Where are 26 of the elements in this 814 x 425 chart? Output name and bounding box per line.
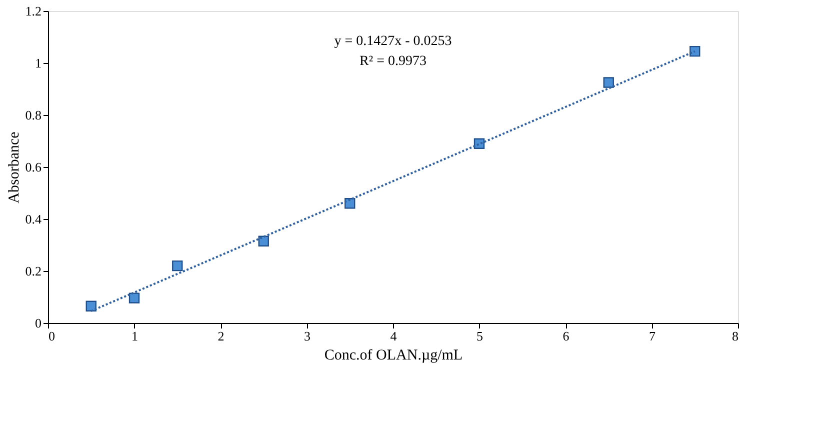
y-tick-label: 1.2 (25, 4, 42, 18)
x-tick-label: 6 (562, 328, 570, 344)
y-tick-label: 0 (35, 316, 42, 330)
y-tick-label: 0.2 (25, 264, 42, 278)
point (172, 260, 183, 272)
point (86, 300, 96, 312)
point (258, 236, 269, 246)
annotation: y = 0.1427x - 0.0253 (334, 34, 452, 49)
point (690, 46, 700, 57)
y-tick-label: 0.6 (25, 160, 42, 174)
y-tick-label: 1 (35, 56, 42, 70)
x-tick-label: 4 (390, 328, 398, 344)
x-tick-label: 8 (732, 328, 738, 344)
point (603, 77, 614, 88)
x-tick-label: 7 (649, 328, 656, 344)
point (128, 292, 140, 304)
x-tick-label: 0 (48, 328, 55, 344)
y-tick-label: 0.8 (25, 108, 42, 122)
x-tick-label: 5 (476, 328, 483, 344)
x-tick-label: 1 (132, 328, 138, 344)
x-tick-label: 3 (304, 328, 310, 344)
x-axis-title: Conc.of OLAN.µg/mL (324, 348, 463, 364)
x-tick-label: 2 (218, 328, 224, 344)
y-tick-label: 0.4 (25, 212, 42, 226)
annotation: R² = 0.9973 (360, 54, 426, 69)
y-axis-title: Absorbance (6, 131, 22, 204)
